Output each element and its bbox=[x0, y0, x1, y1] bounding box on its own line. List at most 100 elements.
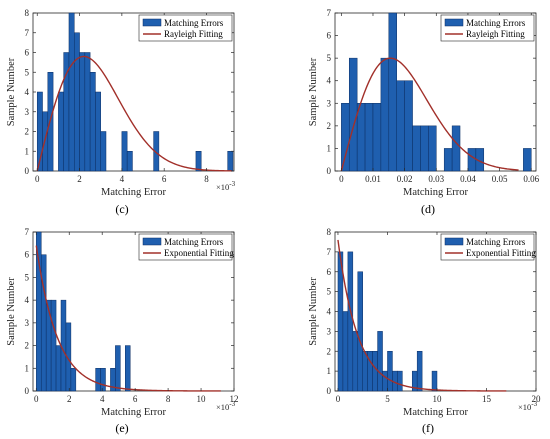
fit-curve bbox=[337, 239, 507, 392]
legend-label-bars: Matching Errors bbox=[164, 237, 224, 247]
x-tick-label: 2 bbox=[77, 174, 82, 184]
x-tick-label: 2 bbox=[67, 394, 72, 404]
histogram-bar bbox=[388, 12, 397, 172]
y-tick-label: 8 bbox=[25, 8, 30, 18]
histogram-bar bbox=[84, 52, 91, 172]
histogram-bar bbox=[431, 370, 438, 392]
histogram-bar bbox=[467, 148, 477, 172]
y-tick-label: 4 bbox=[327, 307, 332, 317]
histogram-bar bbox=[443, 148, 453, 172]
y-tick-label: 1 bbox=[25, 146, 30, 156]
fit-curve bbox=[36, 55, 232, 172]
y-tick-label: 6 bbox=[327, 31, 332, 41]
x-tick-label: 4 bbox=[120, 174, 125, 184]
chart-panel-d: 0 0.01 0.02 0.03 0.04 0.05 0.06 0 1 2 3 4 5 6 7 Matchin… bbox=[308, 8, 540, 216]
x-tick-label: 0 bbox=[35, 174, 40, 184]
histogram-bar bbox=[523, 148, 532, 172]
histogram-bar bbox=[36, 231, 42, 392]
x-tick-label: 8 bbox=[166, 394, 171, 404]
y-tick-label: 7 bbox=[25, 227, 30, 237]
histogram-bar bbox=[115, 345, 121, 392]
histogram-bar bbox=[100, 368, 106, 392]
panel-caption: (f) bbox=[422, 421, 434, 435]
legend-label-fit: Rayleigh Fitting bbox=[164, 29, 223, 39]
histogram-bar bbox=[397, 370, 403, 392]
y-tick-label: 2 bbox=[25, 127, 30, 137]
x-tick-label: 0.04 bbox=[460, 174, 476, 184]
x-tick-label: 0 bbox=[34, 394, 39, 404]
y-tick-label: 5 bbox=[25, 67, 30, 77]
x-axis-label: Matching Error bbox=[101, 407, 167, 418]
x-tick-label: 5 bbox=[385, 394, 390, 404]
x-multiplier-exponent: -3 bbox=[229, 180, 235, 188]
histogram-bar bbox=[377, 331, 383, 392]
legend-label-fit: Rayleigh Fitting bbox=[466, 29, 525, 39]
y-tick-label: 4 bbox=[25, 295, 30, 305]
histogram-bar bbox=[404, 80, 413, 172]
histogram-bar bbox=[352, 331, 359, 392]
histogram-bar bbox=[65, 322, 72, 392]
chart-panel-f: 0 5 10 15 20 0 1 2 3 4 5 6 7 8 Matching Error Sample Nu… bbox=[308, 227, 541, 435]
legend-label-bars: Matching Errors bbox=[466, 18, 526, 28]
y-tick-label: 7 bbox=[25, 28, 30, 38]
panel-caption: (d) bbox=[421, 202, 435, 216]
y-tick-label: 3 bbox=[25, 107, 30, 117]
histogram-bar bbox=[60, 299, 67, 392]
x-tick-label: 12 bbox=[230, 394, 239, 404]
histogram-bar bbox=[40, 254, 47, 392]
y-axis-label: Sample Number bbox=[6, 277, 17, 346]
histogram-bar bbox=[356, 103, 366, 172]
histogram-bar bbox=[357, 271, 363, 392]
x-tick-label: 0.02 bbox=[397, 174, 413, 184]
y-tick-label: 2 bbox=[327, 121, 332, 131]
histogram-bar bbox=[364, 103, 374, 172]
histogram-bar bbox=[420, 125, 429, 172]
legend-label-bars: Matching Errors bbox=[164, 18, 224, 28]
y-tick-label: 2 bbox=[327, 346, 332, 356]
x-tick-label: 0.06 bbox=[523, 174, 539, 184]
histogram-bar bbox=[126, 151, 133, 172]
y-tick-label: 0 bbox=[25, 166, 30, 176]
legend-label-bars: Matching Errors bbox=[466, 237, 526, 247]
y-axis-label: Sample Number bbox=[6, 57, 17, 126]
y-tick-label: 5 bbox=[327, 287, 332, 297]
histogram-bar bbox=[100, 131, 107, 172]
fit-curve bbox=[35, 245, 221, 392]
histogram-bar bbox=[428, 125, 437, 172]
x-multiplier-base: ×10 bbox=[216, 182, 229, 192]
x-tick-label: 0.01 bbox=[365, 174, 381, 184]
histogram-bar bbox=[380, 57, 390, 172]
y-tick-label: 3 bbox=[327, 326, 332, 336]
histogram-bar bbox=[342, 311, 349, 392]
histogram-bar bbox=[227, 151, 234, 172]
x-tick-label: 6 bbox=[162, 174, 167, 184]
fit-curve bbox=[340, 57, 519, 172]
x-tick-label: 15 bbox=[482, 394, 492, 404]
x-multiplier: ×10-3 bbox=[216, 400, 236, 412]
y-tick-label: 3 bbox=[327, 98, 332, 108]
y-tick-label: 7 bbox=[327, 8, 332, 18]
histogram-bar bbox=[416, 351, 423, 392]
panel-caption: (e) bbox=[115, 421, 128, 435]
histogram-bar bbox=[153, 131, 160, 172]
y-tick-label: 1 bbox=[327, 143, 332, 153]
x-multiplier-base: ×10 bbox=[518, 402, 531, 412]
x-multiplier-base: ×10 bbox=[216, 402, 229, 412]
x-tick-label: 0 bbox=[339, 174, 344, 184]
y-tick-label: 7 bbox=[327, 247, 332, 257]
histogram-bar bbox=[372, 351, 378, 392]
y-tick-label: 6 bbox=[25, 48, 30, 58]
y-tick-label: 3 bbox=[25, 318, 30, 328]
y-tick-label: 0 bbox=[327, 166, 332, 176]
legend-bar-swatch bbox=[444, 18, 464, 27]
x-tick-label: 0.05 bbox=[492, 174, 508, 184]
histogram-bar bbox=[451, 125, 461, 172]
y-tick-label: 6 bbox=[327, 267, 332, 277]
legend-bar-swatch bbox=[444, 237, 464, 246]
y-axis-label: Sample Number bbox=[308, 277, 319, 346]
